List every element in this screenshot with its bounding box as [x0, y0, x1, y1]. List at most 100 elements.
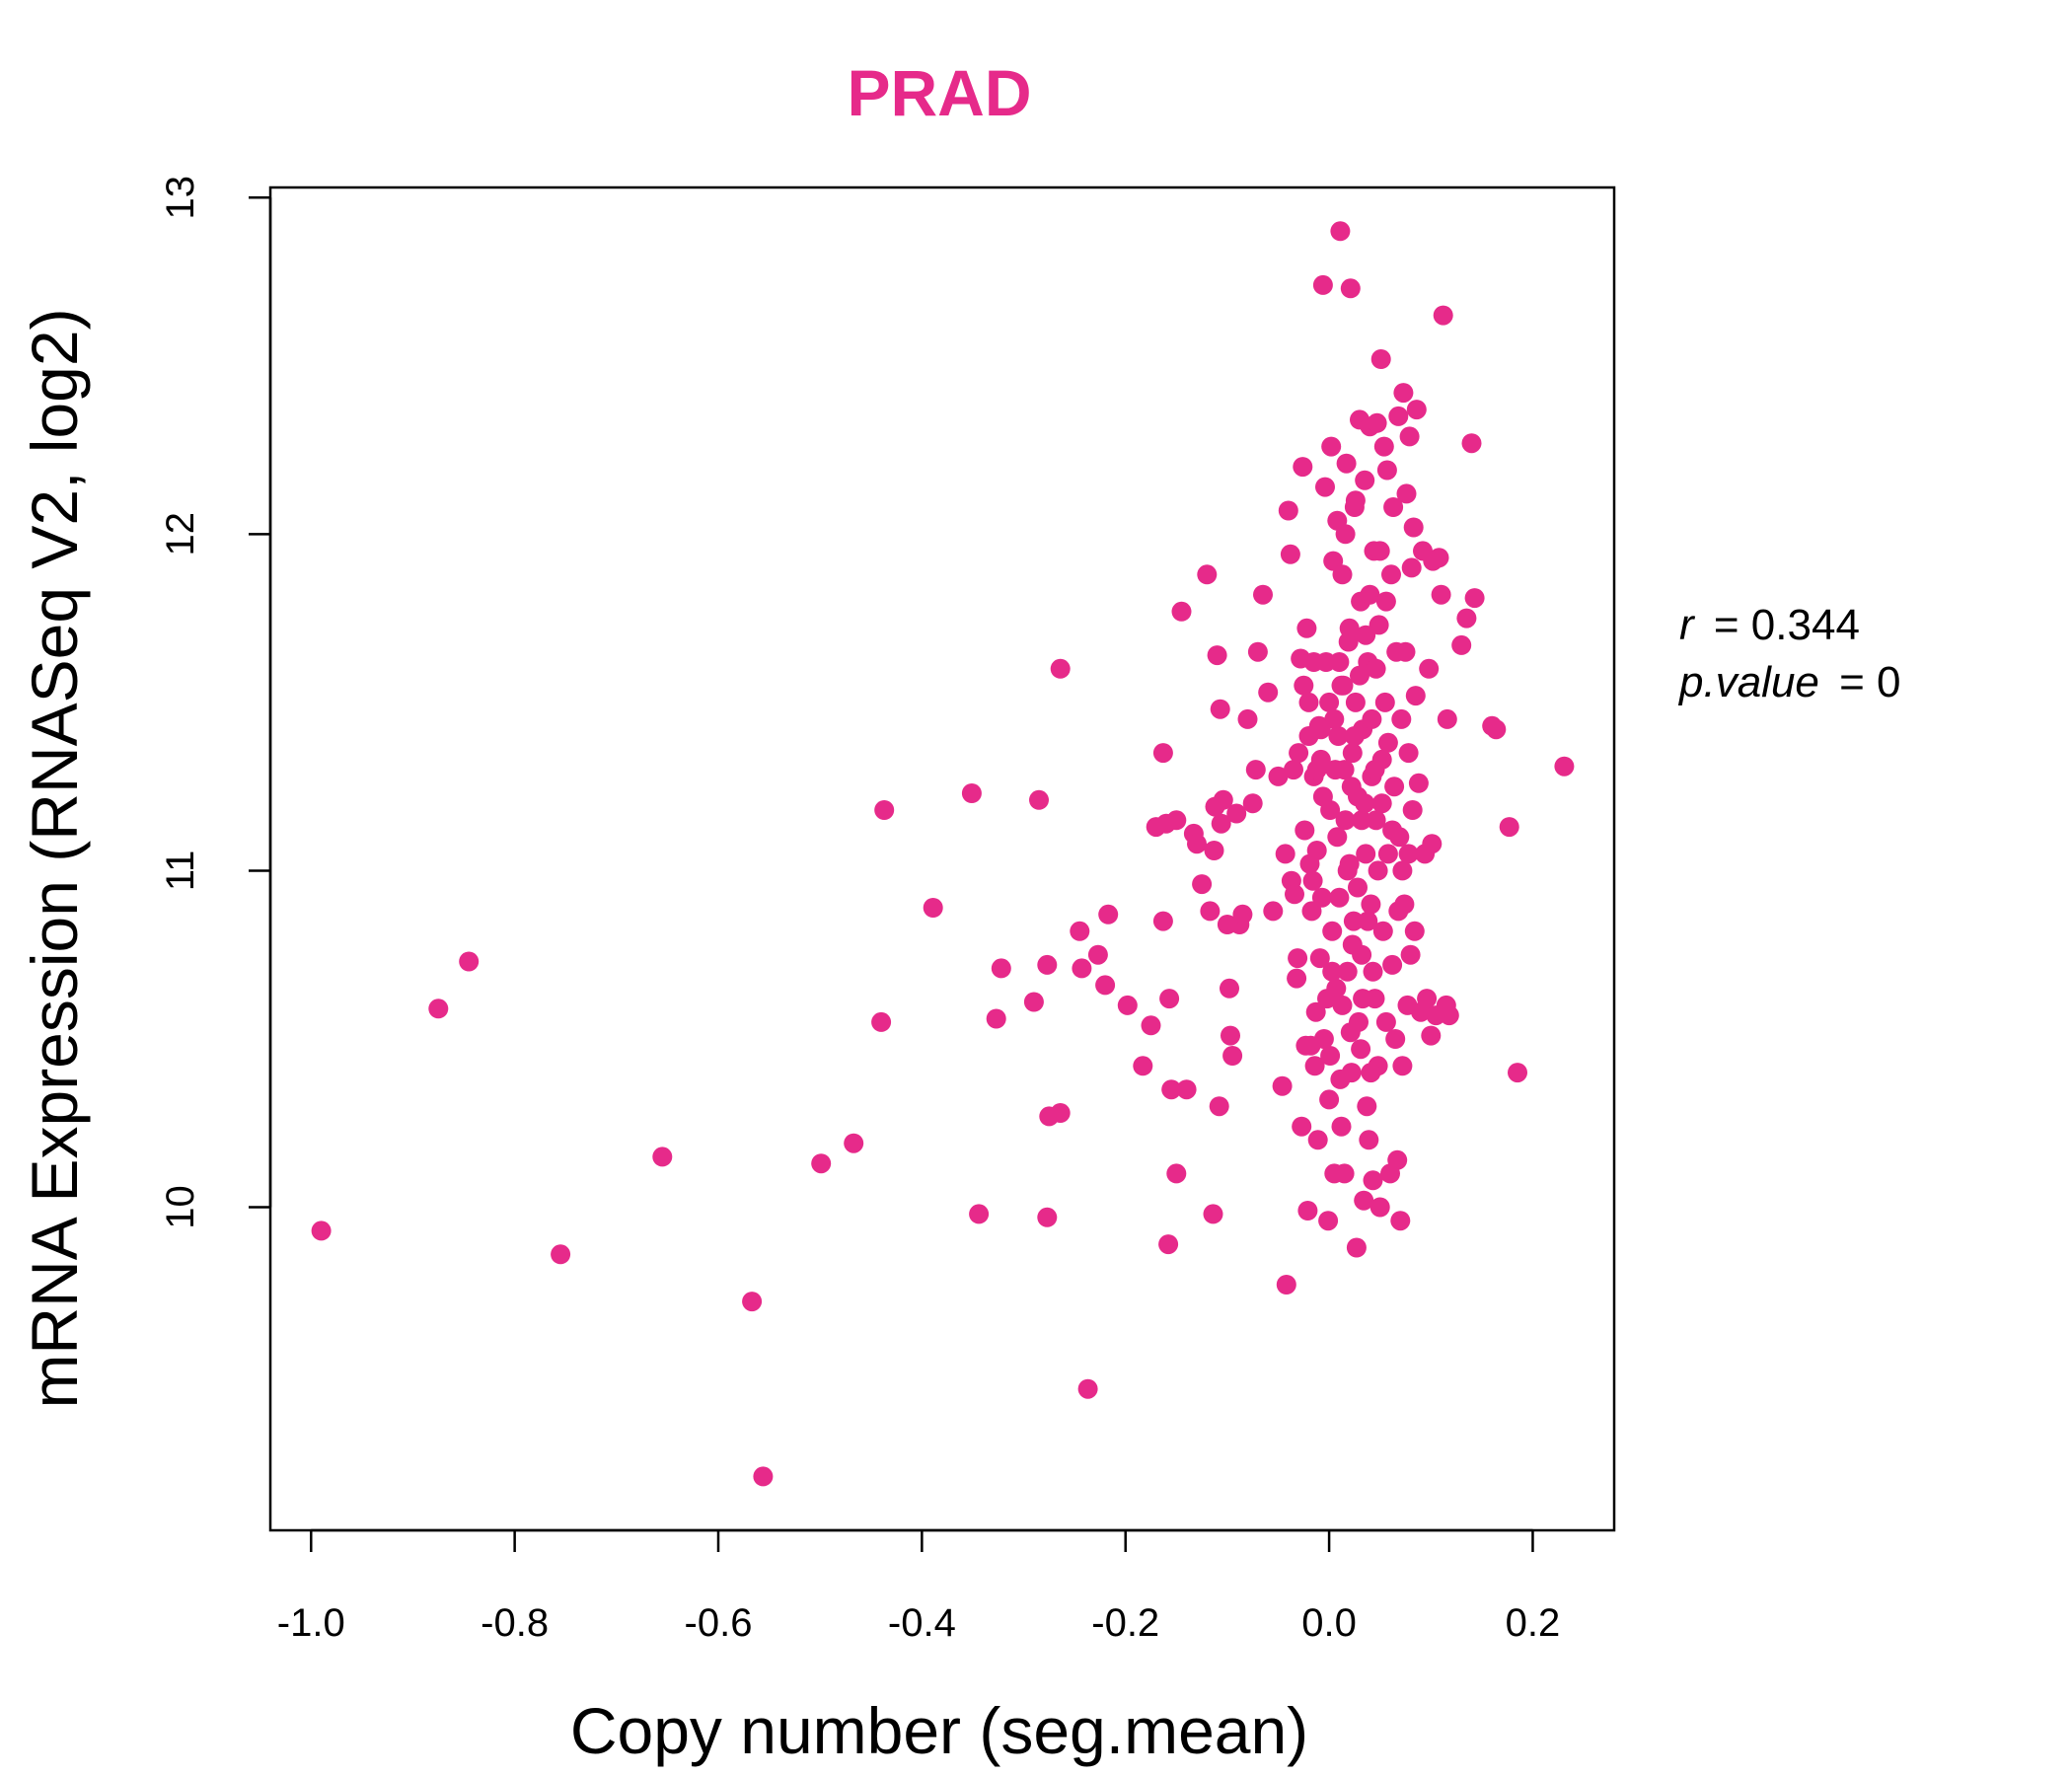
data-point-224	[1344, 726, 1365, 746]
data-point-207	[1429, 548, 1449, 568]
data-point-113	[1321, 436, 1342, 457]
data-point-5	[742, 1292, 763, 1312]
data-point-178	[1388, 406, 1409, 426]
y-tick-label-0: 10	[159, 1185, 202, 1229]
data-point-70	[1268, 766, 1289, 786]
data-point-49	[1204, 841, 1224, 860]
data-point-8	[844, 1133, 864, 1153]
data-point-26	[1087, 944, 1108, 965]
data-point-166	[1374, 692, 1395, 712]
data-point-215	[1461, 433, 1482, 454]
data-point-62	[1232, 904, 1253, 925]
data-point-158	[1367, 412, 1387, 433]
points-layer	[311, 221, 1575, 1487]
data-point-31	[1141, 1015, 1161, 1036]
x-tick-label-3: -0.4	[888, 1601, 956, 1645]
data-point-1	[428, 999, 449, 1019]
data-point-257	[1320, 1046, 1341, 1066]
data-point-80	[1288, 948, 1308, 969]
data-point-150	[1359, 1130, 1379, 1150]
data-point-97	[1305, 1001, 1326, 1022]
data-point-11	[923, 898, 943, 918]
data-point-189	[1399, 426, 1420, 447]
data-point-18	[1037, 1207, 1058, 1227]
data-point-162	[1370, 349, 1391, 369]
data-point-63	[1237, 708, 1258, 729]
data-point-236	[1368, 860, 1388, 881]
r-annotation: r = 0.344	[1679, 601, 1860, 649]
data-point-4	[652, 1147, 673, 1167]
data-point-60	[1226, 803, 1247, 824]
data-point-165	[1373, 436, 1394, 457]
data-point-69	[1263, 901, 1284, 922]
data-point-235	[1358, 911, 1378, 931]
data-point-147	[1356, 844, 1376, 864]
data-point-30	[1133, 1056, 1153, 1076]
data-point-191	[1401, 557, 1422, 578]
data-point-266	[1398, 844, 1419, 864]
data-point-247	[1329, 652, 1350, 672]
data-point-138	[1346, 1237, 1367, 1258]
data-point-46	[1197, 564, 1218, 585]
data-point-252	[1335, 524, 1356, 545]
data-point-106	[1315, 477, 1335, 497]
data-point-245	[1382, 820, 1403, 841]
data-point-42	[1176, 1079, 1197, 1100]
data-point-225	[1355, 793, 1375, 814]
data-point-66	[1247, 641, 1268, 662]
data-point-9	[871, 1011, 892, 1032]
data-point-230	[1362, 708, 1382, 729]
data-point-34	[1152, 743, 1173, 764]
data-point-37	[1159, 989, 1180, 1009]
data-point-212	[1439, 1005, 1459, 1026]
data-point-249	[1350, 665, 1369, 686]
data-point-118	[1326, 978, 1347, 999]
data-point-78	[1285, 884, 1304, 905]
y-tick-label-2: 12	[159, 512, 202, 556]
data-point-67	[1253, 584, 1273, 605]
data-point-57	[1220, 978, 1239, 999]
data-point-256	[1375, 591, 1396, 612]
data-point-218	[1486, 719, 1507, 740]
data-point-197	[1408, 773, 1429, 793]
data-point-103	[1311, 887, 1332, 908]
data-point-85	[1294, 675, 1314, 696]
data-point-148	[1357, 1096, 1377, 1117]
data-point-214	[1456, 608, 1477, 629]
data-point-193	[1403, 517, 1424, 538]
data-point-181	[1391, 708, 1412, 729]
data-point-134	[1342, 743, 1363, 764]
data-point-263	[1303, 652, 1324, 672]
data-point-0	[311, 1221, 332, 1241]
data-point-72	[1275, 844, 1295, 864]
data-point-83	[1292, 1116, 1312, 1137]
data-point-250	[1360, 584, 1380, 605]
data-point-99	[1307, 1130, 1328, 1150]
data-point-201	[1417, 989, 1438, 1009]
data-point-135	[1343, 911, 1364, 931]
data-point-253	[1345, 490, 1366, 511]
data-point-12	[961, 783, 982, 803]
data-point-41	[1171, 601, 1192, 622]
data-point-216	[1464, 588, 1485, 609]
data-point-243	[1306, 760, 1327, 780]
data-point-248	[1339, 618, 1360, 638]
data-point-64	[1242, 793, 1263, 814]
data-point-38	[1161, 1079, 1182, 1100]
chart-title: PRAD	[847, 56, 1031, 129]
data-point-161	[1369, 1197, 1390, 1218]
data-point-204	[1422, 834, 1443, 854]
data-point-101	[1309, 948, 1330, 969]
y-axis: 10 11 12 13	[159, 176, 272, 1229]
data-point-152	[1361, 894, 1381, 915]
data-point-55	[1213, 789, 1233, 810]
x-tick-label-4: -0.2	[1091, 1601, 1159, 1645]
data-point-222	[1324, 708, 1345, 729]
x-tick-label-2: -0.6	[685, 1601, 753, 1645]
data-point-27	[1095, 975, 1116, 996]
data-point-104	[1312, 274, 1333, 295]
data-point-36	[1158, 1234, 1179, 1255]
data-point-251	[1369, 541, 1390, 561]
p-annotation: p.value = 0	[1677, 658, 1901, 706]
